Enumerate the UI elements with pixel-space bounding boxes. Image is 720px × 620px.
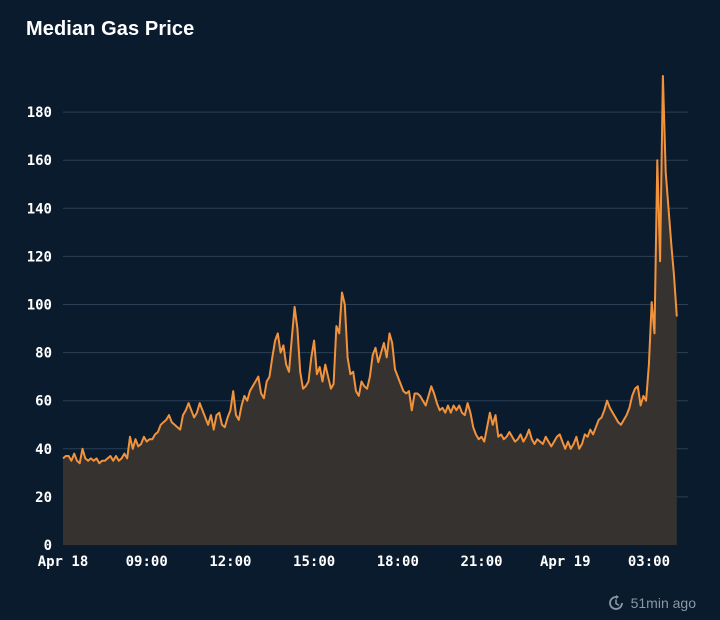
y-tick-label: 40 [35,442,52,458]
x-tick-label: 12:00 [209,554,251,570]
area-layer [62,75,678,545]
y-tick-label: 20 [35,490,52,506]
series-line [62,75,678,465]
series-area [63,76,677,545]
x-tick-label: Apr 18 [38,554,89,570]
y-tick-label: 180 [27,105,52,121]
axis-layer: 0 20 40 60 80 100 120 140 160 180 Apr 18 09:00 12:00… [27,105,670,570]
x-tick-label: 15:00 [293,554,335,570]
x-tick-label: 03:00 [628,554,670,570]
chart-title: Median Gas Price [26,18,195,40]
updated-label: 51min ago [630,595,696,611]
y-tick-label: 140 [27,201,52,217]
y-tick-label: 0 [44,538,52,554]
y-tick-label: 80 [35,346,52,362]
x-tick-label: Apr 19 [540,554,591,570]
x-tick-label: 21:00 [460,554,502,570]
x-tick-label: 18:00 [377,554,419,570]
y-tick-label: 100 [27,298,52,314]
x-tick-label: 09:00 [126,554,168,570]
y-tick-label: 60 [35,394,52,410]
y-tick-label: 120 [27,249,52,265]
y-tick-label: 160 [27,153,52,169]
last-updated: 51min ago [607,594,696,612]
refresh-clock-icon [608,595,623,610]
